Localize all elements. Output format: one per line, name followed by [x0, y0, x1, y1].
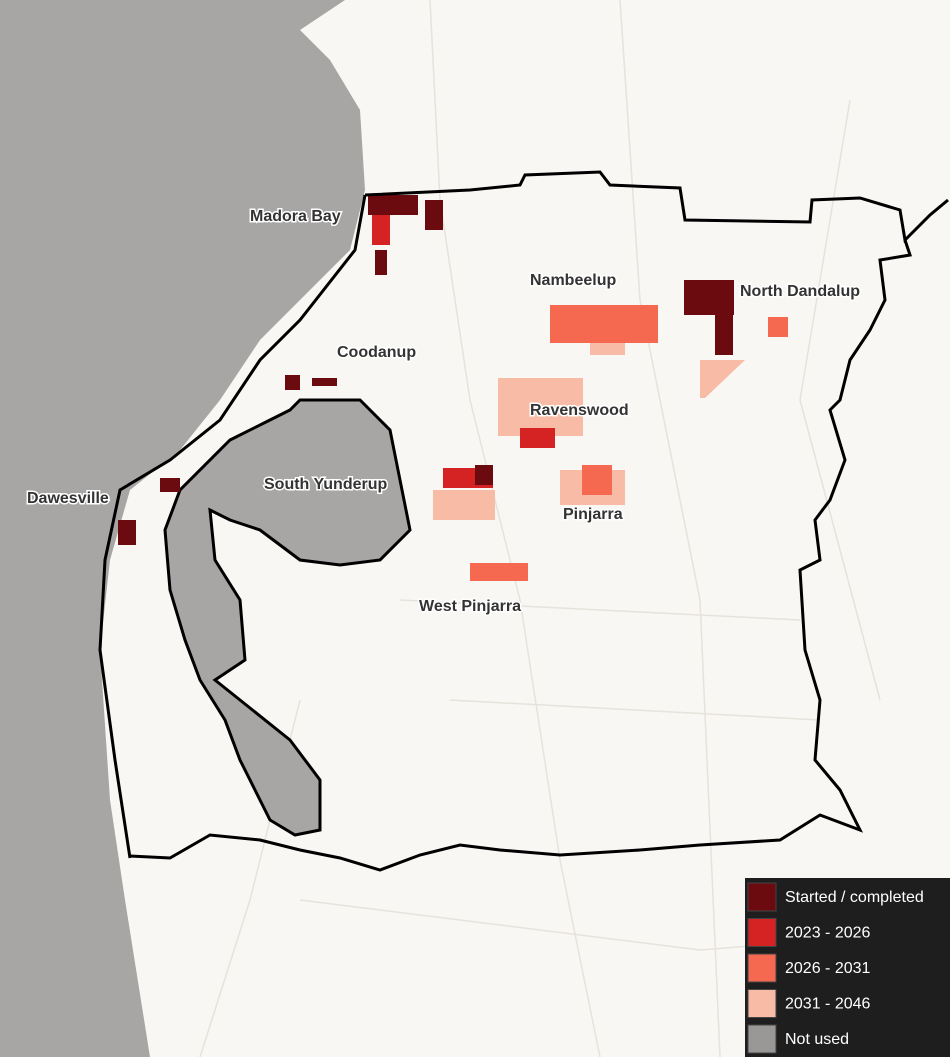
place-label: South Yunderup: [264, 476, 387, 493]
ocean: [0, 0, 365, 1057]
legend-swatch: [747, 953, 777, 983]
place-label: Madora Bay: [250, 208, 341, 225]
legend-label: 2031 - 2046: [785, 996, 871, 1013]
place-label: Dawesville: [27, 490, 109, 507]
place-label: West Pinjarra: [419, 598, 521, 615]
legend-label: Started / completed: [785, 889, 924, 906]
legend-label: 2023 - 2026: [785, 925, 871, 942]
legend: Started / completed 2023 - 2026 2026 - 203…: [745, 878, 950, 1057]
legend-label: 2026 - 2031: [785, 960, 871, 977]
legend-swatch: [747, 882, 777, 912]
legend-swatch: [747, 1024, 777, 1054]
legend-swatch: [747, 989, 777, 1018]
development-areas: [118, 195, 788, 581]
place-labels: Madora Bay Nambeelup North Dandalup Coodanu…: [26, 207, 862, 617]
place-label: Pinjarra: [563, 506, 623, 523]
estuary: [163, 398, 412, 837]
place-label: Nambeelup: [530, 272, 616, 289]
legend-swatch: [747, 918, 777, 947]
place-label: North Dandalup: [740, 283, 860, 300]
place-label: Coodanup: [337, 344, 416, 361]
legend-box: [745, 878, 950, 1057]
shire-boundary: [98, 170, 949, 872]
place-label: Ravenswood: [530, 402, 629, 419]
legend-label: Not used: [785, 1031, 849, 1048]
